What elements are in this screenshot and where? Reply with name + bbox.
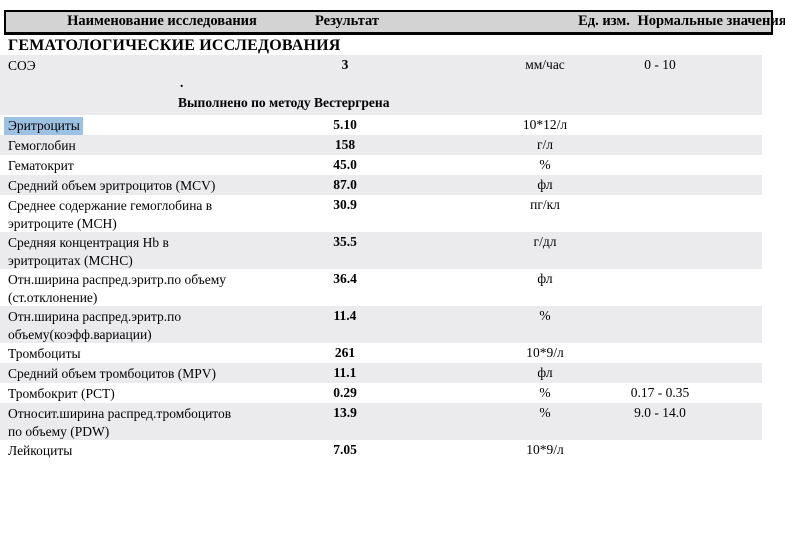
table-header: Наименование исследования Результат Ед. … (4, 10, 785, 35)
test-name-cell: Отн.ширина распред.эритр.по объему(коэфф… (8, 308, 181, 343)
table-row: Гематокрит 45.0 % (0, 155, 762, 175)
table-row: Средний объем эритроцитов (MCV) 87.0 фл (0, 175, 762, 195)
test-name: Гемоглобин (8, 138, 76, 153)
table-row: Относит.ширина распред.тромбоцитов по об… (0, 403, 762, 440)
test-name-line2: эритроцитах (MCHC) (8, 252, 133, 268)
result-value: 36.4 (333, 271, 357, 286)
test-name: Тромбокрит (PCT) (8, 386, 115, 401)
test-name-line1: Относит.ширина распред.тромбоцитов (8, 406, 232, 421)
table-row: Эритроциты 5.10 10*12/л (0, 115, 762, 135)
test-name-cell: Средняя концентрация Hb в эритроцитах (M… (8, 234, 169, 269)
column-header-result: Результат (314, 13, 380, 29)
test-name-cell: Эритроциты (4, 117, 83, 135)
normal-range: 0.17 - 0.35 (630, 385, 690, 400)
test-name-cell: Средний объем тромбоцитов (MPV) (8, 365, 216, 383)
table-row: Тромбокрит (PCT) 0.29 % 0.17 - 0.35 (0, 383, 762, 403)
unit-value: фл (537, 365, 553, 380)
unit-value: % (539, 405, 551, 420)
table-row: Средняя концентрация Hb в эритроцитах (M… (0, 232, 762, 269)
test-name-line2: объему(коэфф.вариации) (8, 326, 152, 342)
result-value: 45.0 (333, 157, 357, 172)
normal-range: 0 - 10 (644, 57, 676, 72)
table-row: Гемоглобин 158 г/л (0, 135, 762, 155)
unit-value: 10*12/л (522, 117, 568, 132)
test-name-line1: Отн.ширина распред.эритр.по (8, 309, 182, 324)
table-row: Тромбоциты 261 10*9/л (0, 343, 762, 363)
unit-value: % (539, 385, 551, 400)
unit-value: пг/кл (530, 197, 560, 212)
test-name-cell: Среднее содержание гемоглобина в эритроц… (8, 197, 212, 232)
test-name: Средний объем тромбоцитов (MPV) (8, 366, 217, 381)
table-row: СОЭ 3 мм/час 0 - 10 . Выполнено по метод… (0, 55, 762, 115)
test-name-line1: Средняя концентрация Hb в (8, 235, 169, 250)
test-name-cell: Относит.ширина распред.тромбоцитов по об… (8, 405, 231, 440)
table-body: СОЭ 3 мм/час 0 - 10 . Выполнено по метод… (0, 55, 762, 460)
test-name-cell: Гематокрит (8, 157, 74, 175)
column-header-unit: Ед. изм. (578, 13, 630, 29)
table-row: Отн.ширина распред.эритр.по объему (ст.о… (0, 269, 762, 306)
test-name-cell: Лейкоциты (8, 442, 72, 460)
section-title: ГЕМАТОЛОГИЧЕСКИЕ ИССЛЕДОВАНИЯ (8, 37, 341, 54)
unit-value: г/л (536, 137, 554, 152)
result-value: 0.29 (333, 385, 357, 400)
test-name-cell: Отн.ширина распред.эритр.по объему (ст.о… (8, 271, 226, 306)
unit-value: фл (537, 271, 553, 286)
unit-value: фл (537, 177, 553, 192)
test-name: Лейкоциты (8, 443, 73, 458)
result-value: 3 (341, 57, 349, 72)
result-value: 261 (334, 345, 356, 360)
unit-value: 10*9/л (526, 345, 564, 360)
selected-text[interactable]: Эритроциты (4, 117, 83, 135)
test-name-cell: Средний объем эритроцитов (MCV) (8, 177, 215, 195)
unit-value: 10*9/л (526, 442, 564, 457)
test-name-line1: Среднее содержание гемоглобина в (8, 198, 213, 213)
column-header-normal: Нормальные значения (637, 13, 785, 29)
test-name: Тромбоциты (8, 346, 81, 361)
table-row: Отн.ширина распред.эритр.по объему(коэфф… (0, 306, 762, 343)
test-name-cell: Тромбокрит (PCT) (8, 385, 115, 403)
normal-range: 9.0 - 14.0 (634, 405, 686, 420)
unit-value: % (539, 157, 551, 172)
result-value: 13.9 (333, 405, 357, 420)
test-name: СОЭ (8, 58, 36, 73)
test-name-line2: по объему (PDW) (8, 423, 110, 439)
result-value: 5.10 (333, 117, 357, 132)
result-value: 35.5 (333, 234, 357, 249)
table-row: Средний объем тромбоцитов (MPV) 11.1 фл (0, 363, 762, 383)
test-name: Средний объем эритроцитов (MCV) (8, 178, 216, 193)
test-name-line1: Отн.ширина распред.эритр.по объему (8, 272, 227, 287)
result-value: 158 (334, 137, 356, 152)
test-name-cell: СОЭ (8, 57, 36, 75)
column-header-name: Наименование исследования (67, 13, 257, 29)
result-value: 7.05 (333, 442, 357, 457)
test-name-line2: (ст.отклонение) (8, 289, 98, 305)
note-dot: . (180, 75, 184, 90)
method-note: Выполнено по методу Вестергрена (178, 95, 390, 110)
unit-value: % (539, 308, 551, 323)
result-value: 11.4 (333, 308, 357, 323)
unit-value: г/дл (533, 234, 557, 249)
test-name-line2: эритроците (MCH) (8, 215, 117, 231)
result-value: 87.0 (333, 177, 357, 192)
table-row: Лейкоциты 7.05 10*9/л (0, 440, 762, 460)
unit-value: мм/час (525, 57, 565, 72)
test-name-cell: Гемоглобин (8, 137, 76, 155)
test-name: Эритроциты (4, 117, 83, 135)
result-value: 30.9 (333, 197, 357, 212)
test-name: Гематокрит (8, 158, 74, 173)
table-row: Среднее содержание гемоглобина в эритроц… (0, 195, 762, 232)
test-name-cell: Тромбоциты (8, 345, 81, 363)
result-value: 11.1 (333, 365, 357, 380)
